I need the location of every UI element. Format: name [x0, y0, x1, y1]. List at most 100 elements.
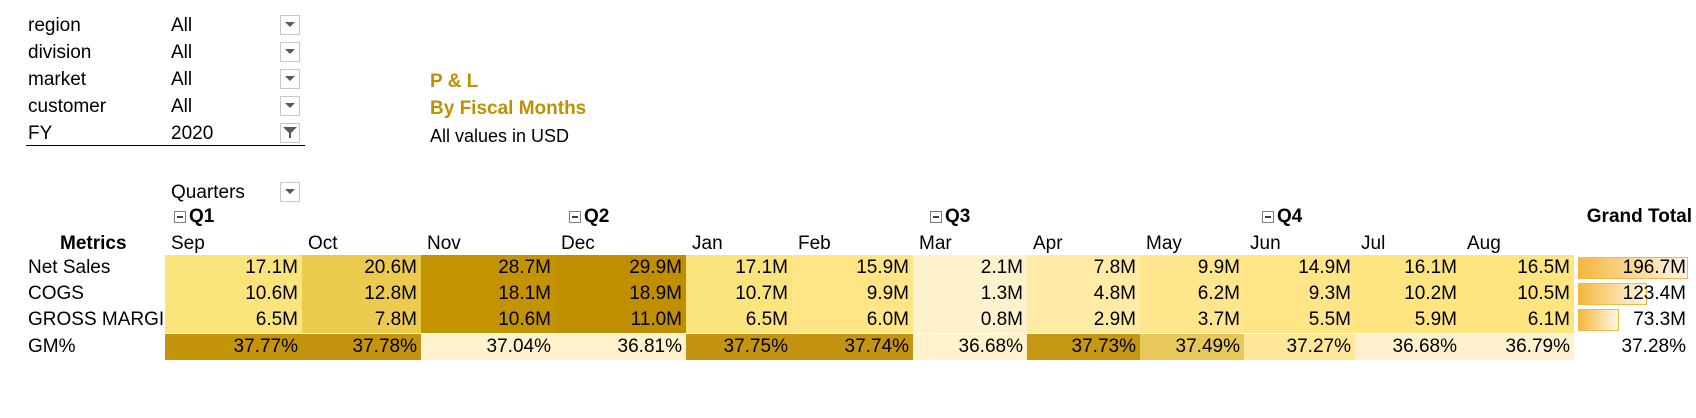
value-cell[interactable]: 10.2M — [1355, 281, 1461, 307]
value-cell[interactable]: 16.5M — [1461, 255, 1574, 281]
value-cell[interactable]: 18.9M — [555, 281, 686, 307]
value-cell[interactable]: 6.5M — [165, 307, 302, 333]
value-cell[interactable]: 10.6M — [421, 307, 555, 333]
value-cell[interactable]: 37.27% — [1244, 334, 1355, 360]
filter-value-market: All — [171, 69, 193, 90]
filter-applied-icon — [283, 127, 297, 138]
value-cell[interactable]: 5.9M — [1355, 307, 1461, 333]
value-cell[interactable]: 17.1M — [165, 255, 302, 281]
value-cell[interactable]: 37.78% — [302, 334, 421, 360]
column-field-label: Quarters — [171, 182, 245, 203]
month-header-nov: Nov — [427, 233, 461, 254]
value-cell[interactable]: 3.7M — [1140, 307, 1244, 333]
value-cell[interactable]: 37.75% — [686, 334, 792, 360]
month-header-jan: Jan — [692, 233, 723, 254]
filter-dropdown-customer[interactable] — [280, 96, 300, 116]
filter-dropdown-market[interactable] — [280, 69, 300, 89]
grand-total-cell[interactable]: 37.28% — [1621, 336, 1686, 357]
value-cell[interactable]: 37.77% — [165, 334, 302, 360]
grand-total-cell[interactable]: 123.4M — [1622, 283, 1686, 304]
grand-total-cell[interactable]: 196.7M — [1622, 257, 1686, 278]
filter-value-FY: 2020 — [171, 123, 214, 144]
chevron-down-icon — [285, 49, 295, 54]
month-header-apr: Apr — [1033, 233, 1063, 254]
month-header-jul: Jul — [1361, 233, 1386, 254]
quarters-dropdown-button[interactable] — [280, 182, 300, 202]
value-cell[interactable]: 12.8M — [302, 281, 421, 307]
quarter-header-q2[interactable]: Q2 — [569, 204, 609, 229]
report-subtitle: By Fiscal Months — [430, 98, 587, 119]
collapse-icon[interactable] — [174, 210, 186, 223]
grand-total-cell[interactable]: 73.3M — [1633, 309, 1686, 330]
value-cell[interactable]: 36.81% — [555, 334, 686, 360]
filter-value-division: All — [171, 42, 193, 63]
row-label: COGS — [28, 283, 84, 304]
value-cell[interactable]: 6.0M — [792, 307, 913, 333]
value-cell[interactable]: 20.6M — [302, 255, 421, 281]
value-cell[interactable]: 9.3M — [1244, 281, 1355, 307]
filter-dropdown-FY[interactable] — [280, 123, 300, 143]
value-cell[interactable]: 10.6M — [165, 281, 302, 307]
month-header-may: May — [1146, 233, 1182, 254]
collapse-icon[interactable] — [569, 210, 581, 223]
value-cell[interactable]: 11.0M — [555, 307, 686, 333]
value-cell[interactable]: 14.9M — [1244, 255, 1355, 281]
value-cell[interactable]: 17.1M — [686, 255, 792, 281]
report-title: P & L — [430, 71, 479, 92]
data-bar — [1578, 257, 1688, 279]
value-cell[interactable]: 6.1M — [1461, 307, 1574, 333]
data-bar — [1578, 283, 1647, 305]
collapse-icon[interactable] — [930, 210, 942, 223]
value-cell[interactable]: 0.8M — [913, 307, 1027, 333]
value-cell[interactable]: 36.79% — [1461, 334, 1574, 360]
quarter-header-q3[interactable]: Q3 — [930, 204, 970, 229]
chevron-down-icon — [285, 103, 295, 108]
month-header-feb: Feb — [798, 233, 831, 254]
month-header-jun: Jun — [1250, 233, 1281, 254]
grand-total-header: Grand Total — [1586, 206, 1692, 227]
value-cell[interactable]: 15.9M — [792, 255, 913, 281]
row-label: GROSS MARGI — [28, 309, 164, 330]
row-label: GM% — [28, 336, 76, 357]
value-cell[interactable]: 18.1M — [421, 281, 555, 307]
filter-underline — [26, 145, 305, 146]
value-cell[interactable]: 16.1M — [1355, 255, 1461, 281]
filter-label-division: division — [28, 42, 92, 63]
filter-label-region: region — [28, 15, 81, 36]
data-bar — [1578, 309, 1619, 331]
value-cell[interactable]: 2.9M — [1027, 307, 1140, 333]
value-cell[interactable]: 9.9M — [1140, 255, 1244, 281]
filter-dropdown-region[interactable] — [280, 15, 300, 35]
value-cell[interactable]: 36.68% — [1355, 334, 1461, 360]
month-header-aug: Aug — [1467, 233, 1501, 254]
month-header-dec: Dec — [561, 233, 595, 254]
value-cell[interactable]: 37.04% — [421, 334, 555, 360]
value-cell[interactable]: 5.5M — [1244, 307, 1355, 333]
chevron-down-icon — [285, 189, 295, 194]
value-cell[interactable]: 10.5M — [1461, 281, 1574, 307]
value-cell[interactable]: 37.49% — [1140, 334, 1244, 360]
month-header-mar: Mar — [919, 233, 952, 254]
chevron-down-icon — [285, 76, 295, 81]
value-cell[interactable]: 6.5M — [686, 307, 792, 333]
value-cell[interactable]: 7.8M — [302, 307, 421, 333]
filter-value-customer: All — [171, 96, 193, 117]
value-cell[interactable]: 37.74% — [792, 334, 913, 360]
value-cell[interactable]: 9.9M — [792, 281, 913, 307]
value-cell[interactable]: 4.8M — [1027, 281, 1140, 307]
value-cell[interactable]: 6.2M — [1140, 281, 1244, 307]
value-cell[interactable]: 1.3M — [913, 281, 1027, 307]
filter-label-customer: customer — [28, 96, 107, 117]
value-cell[interactable]: 10.7M — [686, 281, 792, 307]
value-cell[interactable]: 28.7M — [421, 255, 555, 281]
quarter-header-q1[interactable]: Q1 — [174, 204, 214, 229]
value-cell[interactable]: 7.8M — [1027, 255, 1140, 281]
value-cell[interactable]: 36.68% — [913, 334, 1027, 360]
value-cell[interactable]: 29.9M — [555, 255, 686, 281]
filter-dropdown-division[interactable] — [280, 42, 300, 62]
value-cell[interactable]: 2.1M — [913, 255, 1027, 281]
collapse-icon[interactable] — [1262, 210, 1274, 223]
value-cell[interactable]: 37.73% — [1027, 334, 1140, 360]
quarter-header-q4[interactable]: Q4 — [1262, 204, 1302, 229]
row-label: Net Sales — [28, 257, 111, 278]
